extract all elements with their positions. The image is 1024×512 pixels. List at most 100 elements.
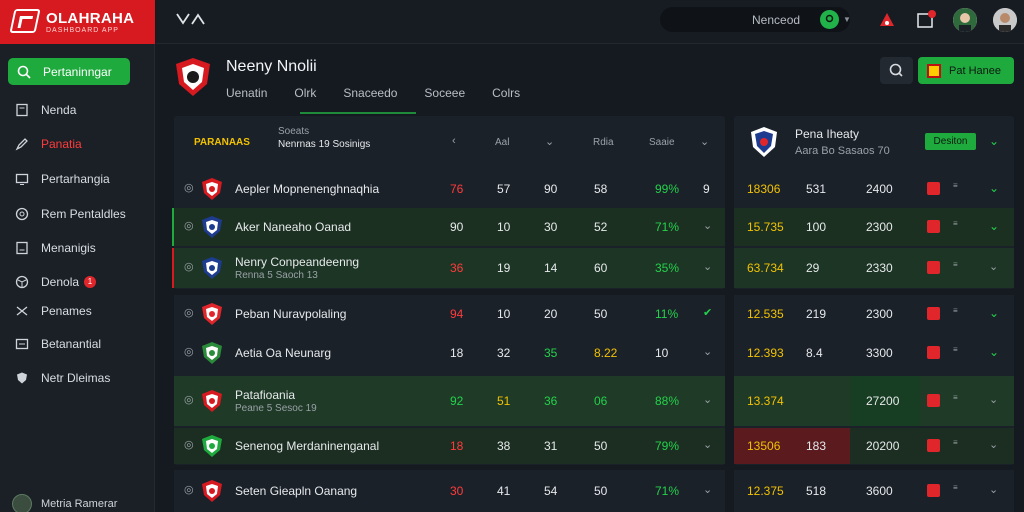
table-row[interactable]: [174, 428, 725, 464]
sidebar-item-rem-pentaldles[interactable]: Rem Pentaldles: [14, 204, 126, 224]
table-row[interactable]: [174, 376, 725, 426]
sidebar-item-betanantial[interactable]: Betanantial: [14, 334, 101, 354]
shuffle-icon: [14, 303, 30, 319]
radio-icon[interactable]: ◎: [184, 182, 194, 194]
monitor-icon: [14, 171, 30, 187]
chevron-down-icon[interactable]: ▼: [843, 15, 851, 24]
radio-icon[interactable]: ◎: [184, 394, 194, 406]
bet-slip-icon[interactable]: [927, 346, 940, 359]
odds-row[interactable]: [734, 470, 1014, 512]
alert-icon[interactable]: [876, 9, 898, 31]
bet-slip-icon[interactable]: [927, 439, 940, 452]
bet-slip-icon[interactable]: [927, 484, 940, 497]
radio-icon[interactable]: ◎: [184, 439, 194, 451]
sidebar-item-nenda[interactable]: Nenda: [14, 100, 76, 120]
sidebar-item-denola[interactable]: Denola 1: [14, 272, 97, 292]
column-header[interactable]: Rdia: [593, 137, 614, 148]
cta-button[interactable]: Pat Hanee: [918, 57, 1014, 84]
bet-slip-icon[interactable]: [927, 394, 940, 407]
chevron-icon[interactable]: ⌄: [703, 439, 713, 451]
odds-row[interactable]: [734, 295, 1014, 333]
chevron-icon[interactable]: ✔: [703, 307, 713, 319]
stat-value: 79%: [655, 439, 680, 453]
odds-row[interactable]: [734, 248, 1014, 288]
chevron-icon[interactable]: ⌄: [703, 346, 713, 358]
chevron-icon[interactable]: ⌄: [703, 220, 713, 232]
chevron-icon[interactable]: ⌄: [703, 484, 713, 496]
search-button[interactable]: [880, 57, 913, 84]
sidebar-item-label: Nenda: [41, 103, 77, 117]
chevron-down-icon[interactable]: ⌄: [989, 134, 1000, 148]
team-name: Aker Naneaho Oanad: [235, 220, 352, 234]
expand-icon[interactable]: ⌄: [989, 439, 999, 451]
odds-value: 12.375: [747, 484, 784, 498]
sidebar-item-pertarhangia[interactable]: Pertarhangia: [14, 169, 110, 189]
avatar[interactable]: [993, 8, 1017, 32]
team-subtitle: Peane 5 Sesoc 19: [235, 403, 317, 414]
tab-uenatin[interactable]: Uenatin: [226, 86, 268, 100]
tab-soceee[interactable]: Soceee: [424, 86, 466, 100]
sidebar-item-netr-dleimas[interactable]: Netr Dleimas: [14, 368, 110, 388]
calendar-icon[interactable]: [915, 9, 937, 31]
brand-logo[interactable]: OLAHRAHA DASHBOARD APP: [0, 0, 155, 44]
table-row[interactable]: [174, 295, 725, 333]
table-row[interactable]: [174, 470, 725, 512]
tab-snaceedo[interactable]: Snaceedo: [343, 86, 398, 100]
team-crest-icon: [202, 303, 222, 325]
radio-icon[interactable]: ◎: [184, 220, 194, 232]
top-search[interactable]: Nenceod ▼: [660, 7, 851, 32]
stat-value: 11%: [655, 307, 679, 321]
sidebar-item-penames[interactable]: Penames: [14, 301, 92, 321]
expand-icon[interactable]: ⌄: [989, 394, 999, 406]
odds-value: 12.535: [747, 307, 784, 321]
chevron-down-icon[interactable]: ⌄: [700, 136, 710, 148]
expand-icon[interactable]: ⌄: [989, 345, 1000, 359]
odds-row[interactable]: [734, 170, 1014, 208]
expand-icon[interactable]: ⌄: [989, 484, 999, 496]
nav-primary-button[interactable]: Pertaninngar: [8, 58, 130, 85]
mini-stats-icon: ≡: [953, 438, 958, 447]
odds-value: 2300: [866, 307, 893, 321]
bet-slip-icon[interactable]: [927, 307, 940, 320]
sidebar: OLAHRAHA DASHBOARD APP Pertaninngar Nend…: [0, 0, 155, 512]
expand-icon[interactable]: ⌄: [989, 181, 1000, 195]
sidebar-item-menanigis[interactable]: Menanigis: [14, 238, 96, 258]
column-header[interactable]: Saaie: [649, 137, 675, 148]
radio-icon[interactable]: ◎: [184, 261, 194, 273]
team-crest-icon: [202, 216, 222, 238]
sidebar-item-panatia[interactable]: Panatia: [14, 134, 82, 154]
chevron-icon[interactable]: ⌄: [703, 261, 713, 273]
sidebar-item-label: Denola: [41, 275, 80, 289]
mini-stats-icon: ≡: [953, 393, 958, 402]
tab-colrs[interactable]: Colrs: [492, 86, 521, 100]
bet-slip-icon[interactable]: [927, 261, 940, 274]
chevron-icon[interactable]: ⌄: [703, 394, 713, 406]
radio-icon[interactable]: ◎: [184, 484, 194, 496]
table-row[interactable]: [174, 248, 725, 288]
stat-value: 14: [544, 261, 558, 275]
sort-left-icon[interactable]: ‹: [452, 135, 456, 147]
chevron-logo-icon[interactable]: [176, 12, 206, 26]
table-row[interactable]: [174, 170, 725, 208]
column-header[interactable]: Aal: [495, 137, 510, 148]
odds-row[interactable]: [734, 208, 1014, 246]
avatar[interactable]: [953, 8, 977, 32]
odds-row[interactable]: [734, 333, 1014, 373]
live-icon[interactable]: [820, 10, 839, 29]
expand-icon[interactable]: ⌄: [989, 219, 1000, 233]
chevron-down-icon[interactable]: ⌄: [545, 136, 555, 148]
odds-action-button[interactable]: Desiton: [925, 133, 976, 150]
radio-icon[interactable]: ◎: [184, 307, 194, 319]
user-profile[interactable]: Metria Ramerar: [12, 494, 117, 512]
expand-icon[interactable]: ⌄: [989, 306, 1000, 320]
stat-value: 10: [497, 307, 511, 321]
table-row[interactable]: [174, 208, 725, 246]
table-row[interactable]: [174, 333, 725, 373]
tab-olrk[interactable]: Olrk: [294, 86, 317, 100]
bet-slip-icon[interactable]: [927, 220, 940, 233]
team-name: Peban Nuravpolaling: [235, 307, 347, 321]
list-icon: [14, 336, 30, 352]
expand-icon[interactable]: ⌄: [989, 261, 999, 273]
radio-icon[interactable]: ◎: [184, 346, 194, 358]
bet-slip-icon[interactable]: [927, 182, 940, 195]
